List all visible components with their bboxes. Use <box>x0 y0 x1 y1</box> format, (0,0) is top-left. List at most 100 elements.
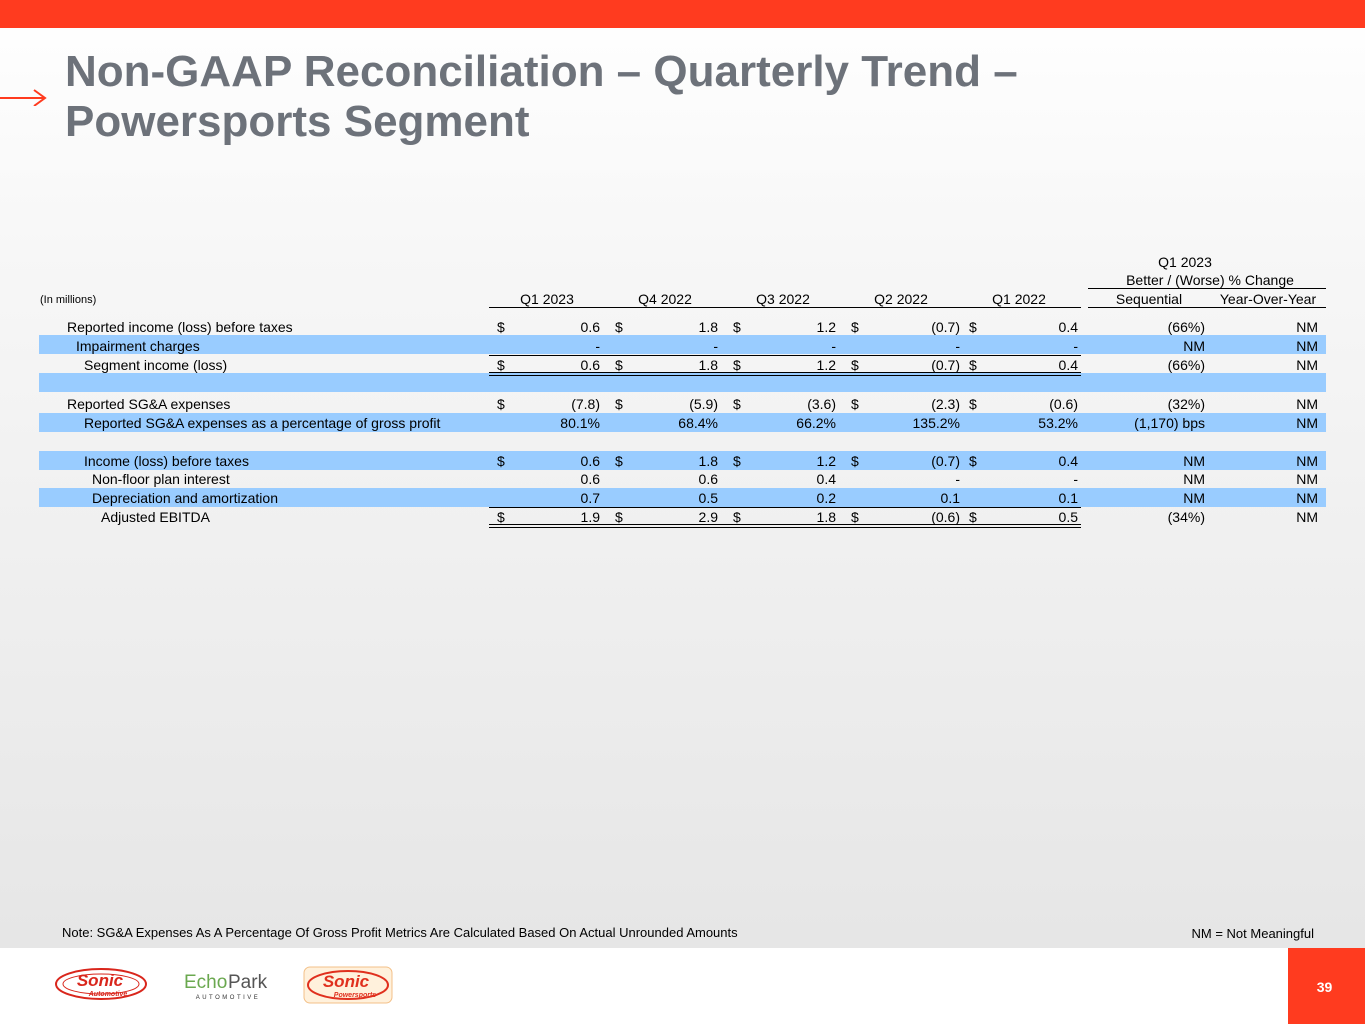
sequential-cell: (32%) <box>1167 396 1205 412</box>
table-row-band <box>39 451 1326 470</box>
table-cell: (0.6) <box>931 509 960 525</box>
table-cell: 1.9 <box>580 509 600 525</box>
row-label: Reported SG&A expenses <box>67 396 231 412</box>
sequential-cell: (34%) <box>1167 509 1205 525</box>
currency-symbol: $ <box>497 319 505 335</box>
sequential-cell: NM <box>1183 338 1205 354</box>
row-label: Income (loss) before taxes <box>84 453 249 469</box>
currency-symbol: $ <box>733 396 741 412</box>
column-header: Q1 2022 <box>992 291 1046 307</box>
yoy-cell: NM <box>1296 490 1318 506</box>
currency-symbol: $ <box>497 357 505 373</box>
yoy-cell: NM <box>1296 319 1318 335</box>
currency-symbol: $ <box>969 357 977 373</box>
table-cell: (3.6) <box>807 396 836 412</box>
table-cell: 0.2 <box>816 490 836 506</box>
table-cell: - <box>595 338 600 354</box>
table-cell: 68.4% <box>678 415 718 431</box>
yoy-cell: NM <box>1296 338 1318 354</box>
currency-symbol: $ <box>733 509 741 525</box>
currency-symbol: $ <box>733 319 741 335</box>
table-cell: 1.8 <box>816 509 836 525</box>
table-cell: (7.8) <box>571 396 600 412</box>
currency-symbol: $ <box>497 453 505 469</box>
column-header: Q1 2023 <box>520 291 574 307</box>
table-cell: - <box>955 338 960 354</box>
currency-symbol: $ <box>851 319 859 335</box>
currency-symbol: $ <box>615 396 623 412</box>
yoy-cell: NM <box>1296 396 1318 412</box>
echopark-word-2: Park <box>228 972 268 993</box>
table-cell: 0.5 <box>698 490 718 506</box>
sonic-powersports-sub: Powersports <box>334 992 377 999</box>
sonic-automotive-word: Sonic <box>77 971 124 990</box>
table-cell: 0.1 <box>940 490 960 506</box>
table-cell: 0.4 <box>1058 357 1078 373</box>
table-cell: 1.8 <box>698 319 718 335</box>
echopark-word-1: Echo <box>184 972 227 993</box>
sonic-powersports-word: Sonic <box>323 972 370 991</box>
change-header-label: Better / (Worse) % Change <box>1126 272 1294 288</box>
column-header: Q3 2022 <box>756 291 810 307</box>
column-header-yoy: Year-Over-Year <box>1219 291 1317 307</box>
currency-symbol: $ <box>615 453 623 469</box>
yoy-cell: NM <box>1296 509 1318 525</box>
row-label: Reported income (loss) before taxes <box>67 319 293 335</box>
footnote: Note: SG&A Expenses As A Percentage Of G… <box>62 925 738 940</box>
sequential-cell: NM <box>1183 490 1205 506</box>
currency-symbol: $ <box>851 396 859 412</box>
table-cell: 0.1 <box>1058 490 1078 506</box>
echopark-sub: AUTOMOTIVE <box>196 995 261 1001</box>
table-cell: (0.7) <box>931 357 960 373</box>
table-cell: 135.2% <box>912 415 960 431</box>
currency-symbol: $ <box>969 319 977 335</box>
row-label: Depreciation and amortization <box>92 490 278 506</box>
table-cell: 0.6 <box>580 453 600 469</box>
table-row-band <box>39 373 1326 392</box>
row-label: Non-floor plan interest <box>92 471 230 487</box>
page-title: Non-GAAP Reconciliation – Quarterly Tren… <box>65 47 1265 147</box>
table-cell: - <box>713 338 718 354</box>
table-cell: (0.7) <box>931 453 960 469</box>
currency-symbol: $ <box>969 509 977 525</box>
table-cell: 0.4 <box>816 471 836 487</box>
footer <box>0 948 1365 1024</box>
table-cell: 0.5 <box>1058 509 1078 525</box>
sequential-cell: (1,170) bps <box>1134 415 1205 431</box>
table-row-band <box>39 488 1326 507</box>
table-cell: - <box>1073 338 1078 354</box>
currency-symbol: $ <box>615 509 623 525</box>
table-cell: 2.9 <box>698 509 718 525</box>
table-cell: - <box>955 471 960 487</box>
row-label: Reported SG&A expenses as a percentage o… <box>84 415 441 431</box>
table-cell: 1.8 <box>698 357 718 373</box>
table-cell: (0.6) <box>1049 396 1078 412</box>
currency-symbol: $ <box>615 319 623 335</box>
page-number: 39 <box>1316 979 1333 995</box>
table-cell: - <box>1073 471 1078 487</box>
sequential-cell: (66%) <box>1167 319 1205 335</box>
table-cell: 1.2 <box>816 319 836 335</box>
yoy-cell: NM <box>1296 453 1318 469</box>
page-title-line-2: Powersports Segment <box>65 97 530 146</box>
column-header-sequential: Sequential <box>1115 291 1183 307</box>
currency-symbol: $ <box>851 453 859 469</box>
table-cell: 0.6 <box>580 471 600 487</box>
table-cell: 80.1% <box>560 415 600 431</box>
currency-symbol: $ <box>497 396 505 412</box>
column-header-rule-change <box>1088 307 1326 308</box>
currency-symbol: $ <box>851 357 859 373</box>
table-cell: (2.3) <box>931 396 960 412</box>
units-label: (In millions) <box>40 294 97 306</box>
sequential-cell: (66%) <box>1167 357 1205 373</box>
page-title-line-1: Non-GAAP Reconciliation – Quarterly Tren… <box>65 47 1018 96</box>
table-cell: 0.4 <box>1058 319 1078 335</box>
currency-symbol: $ <box>497 509 505 525</box>
subtotal-rule <box>489 507 1081 508</box>
sonic-powersports-logo: Sonic Powersports <box>303 966 393 1004</box>
column-header: Q4 2022 <box>638 291 692 307</box>
row-label: Impairment charges <box>76 338 200 354</box>
row-label: Adjusted EBITDA <box>101 509 210 525</box>
subtotal-rule <box>489 355 1081 356</box>
table-cell: 53.2% <box>1038 415 1078 431</box>
